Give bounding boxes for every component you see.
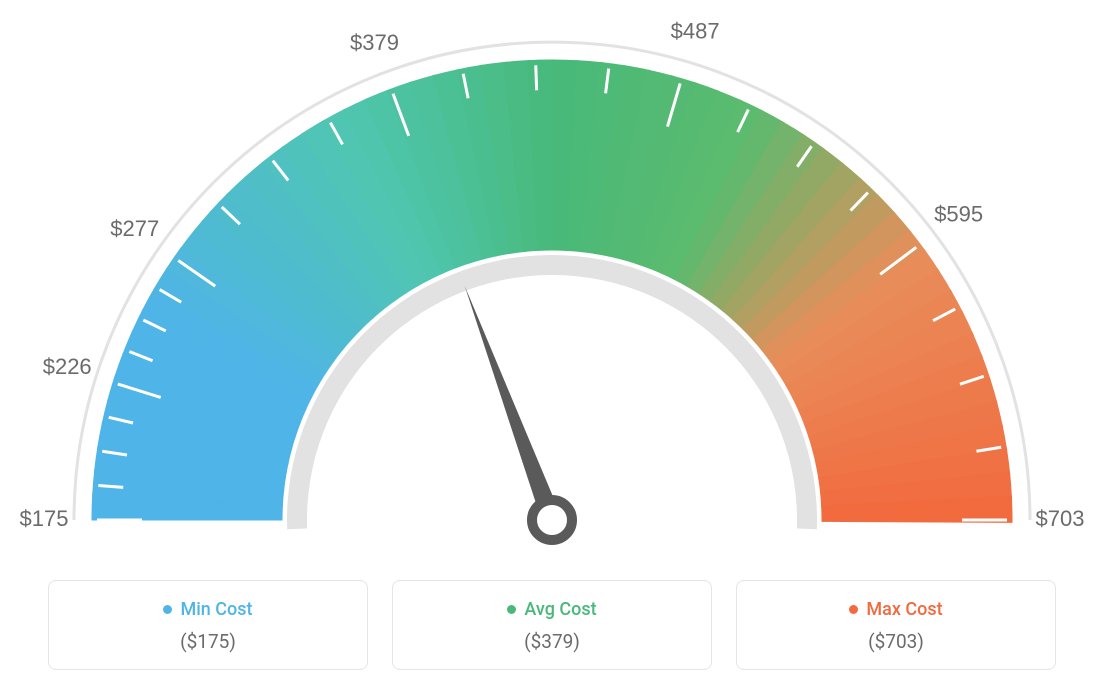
legend-label-avg: Avg Cost	[524, 599, 596, 620]
legend-label-row: Avg Cost	[413, 599, 691, 620]
legend-value-min: ($175)	[69, 630, 347, 653]
svg-text:$226: $226	[43, 354, 92, 379]
legend-dot-avg	[507, 605, 516, 614]
legend-dot-max	[849, 605, 858, 614]
legend-card-min: Min Cost ($175)	[48, 580, 368, 670]
legend-value-avg: ($379)	[413, 630, 691, 653]
legend-dot-min	[163, 605, 172, 614]
legend-row: Min Cost ($175) Avg Cost ($379) Max Cost…	[0, 580, 1104, 670]
svg-text:$175: $175	[20, 506, 69, 531]
svg-text:$379: $379	[350, 30, 399, 55]
svg-text:$487: $487	[671, 18, 720, 43]
svg-text:$277: $277	[110, 216, 159, 241]
legend-label-min: Min Cost	[180, 599, 252, 620]
legend-label-row: Max Cost	[757, 599, 1035, 620]
legend-label-max: Max Cost	[866, 599, 942, 620]
legend-card-avg: Avg Cost ($379)	[392, 580, 712, 670]
svg-text:$703: $703	[1036, 506, 1085, 531]
svg-text:$595: $595	[934, 201, 983, 226]
legend-label-row: Min Cost	[69, 599, 347, 620]
legend-value-max: ($703)	[757, 630, 1035, 653]
gauge-svg: $175 $226 $277 $379 $487 $595 $703	[0, 0, 1104, 560]
legend-card-max: Max Cost ($703)	[736, 580, 1056, 670]
cost-gauge: $175 $226 $277 $379 $487 $595 $703	[0, 0, 1104, 560]
